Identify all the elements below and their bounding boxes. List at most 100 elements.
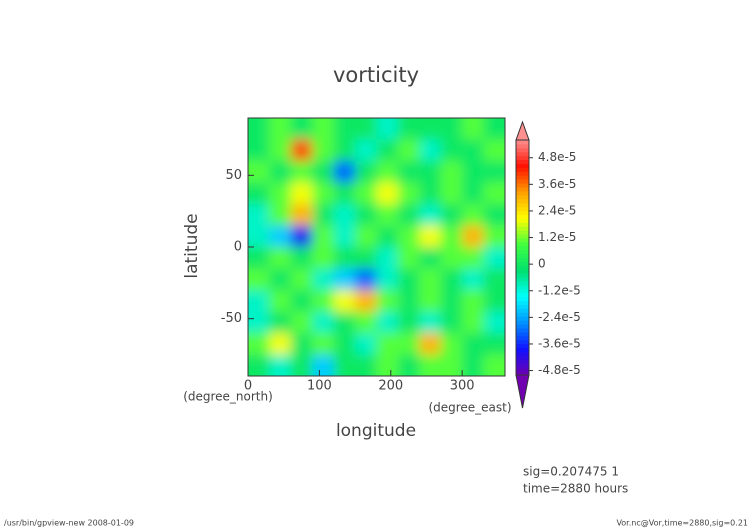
cell (312, 354, 334, 376)
annotation: sig=0.207475 1 (523, 465, 619, 479)
cell (419, 247, 441, 269)
cell (483, 139, 505, 161)
cell (376, 118, 398, 140)
y-unit: (degree_north) (183, 390, 273, 404)
cell (312, 118, 334, 140)
cell (269, 161, 291, 183)
cell (290, 118, 313, 140)
cell (440, 333, 463, 355)
cell (248, 290, 270, 312)
colorbar-tick-label: 3.6e-5 (538, 177, 576, 191)
cell (376, 225, 398, 247)
cell (290, 182, 313, 204)
cell (462, 247, 484, 269)
cell (269, 247, 291, 269)
cell (248, 225, 270, 247)
cell (290, 290, 313, 312)
cell (483, 182, 505, 204)
colorbar-band (516, 351, 529, 356)
cell (440, 204, 463, 226)
cell (269, 139, 291, 161)
cell (419, 354, 441, 376)
colorbar-band (516, 151, 529, 157)
cell (483, 118, 505, 140)
cell (248, 268, 270, 290)
colorbar-band (516, 324, 529, 329)
colorbar-band (516, 339, 529, 345)
cell (355, 354, 377, 376)
colorbar-band (516, 316, 529, 321)
colorbar-band (516, 194, 529, 200)
cell (333, 139, 356, 161)
y-axis-label: latitude (182, 213, 202, 278)
cell (483, 161, 505, 183)
colorbar-band (516, 230, 529, 235)
colorbar-band (516, 179, 529, 184)
cell (440, 354, 463, 376)
cell (333, 311, 356, 333)
cell (483, 311, 505, 333)
cell (269, 225, 291, 247)
cell (419, 204, 441, 226)
colorbar-band (516, 163, 529, 168)
cell (462, 268, 484, 290)
cell (333, 161, 356, 183)
cell (290, 161, 313, 183)
colorbar-band (516, 312, 529, 317)
colorbar-tick-label: -1.2e-5 (538, 283, 581, 297)
cell (376, 247, 398, 269)
cell (355, 161, 377, 183)
colorbar-band (516, 155, 529, 161)
field-cells (248, 118, 505, 376)
cell (290, 311, 313, 333)
cell (376, 204, 398, 226)
cell (333, 247, 356, 269)
cell (376, 161, 398, 183)
x-axis-label: longitude (336, 421, 416, 441)
cell (269, 118, 291, 140)
chart-title: vorticity (333, 63, 419, 87)
cell (397, 225, 420, 247)
colorbar-band (516, 171, 529, 176)
cell (269, 268, 291, 290)
cell (248, 247, 270, 269)
cell (290, 268, 313, 290)
cell (376, 268, 398, 290)
cell (312, 225, 334, 247)
cell (376, 290, 398, 312)
cell (462, 182, 484, 204)
colorbar-band (516, 140, 529, 145)
cell (312, 268, 334, 290)
cell (333, 290, 356, 312)
cell (376, 311, 398, 333)
y-tick-label: -50 (221, 311, 242, 326)
cell (440, 139, 463, 161)
cell (355, 333, 377, 355)
cell (248, 182, 270, 204)
cell (312, 204, 334, 226)
cell (248, 311, 270, 333)
cell (333, 118, 356, 140)
cell (248, 333, 270, 355)
cell (355, 290, 377, 312)
cell (419, 182, 441, 204)
cell (462, 333, 484, 355)
colorbar-band (516, 187, 529, 192)
cell (483, 204, 505, 226)
cell (419, 290, 441, 312)
cell (312, 161, 334, 183)
cell (397, 354, 420, 376)
cell (419, 333, 441, 355)
cell (248, 161, 270, 183)
cell (483, 333, 505, 355)
colorbar-tick-label: -3.6e-5 (538, 336, 581, 350)
colorbar-band (516, 183, 529, 188)
cell (269, 204, 291, 226)
colorbar-band (516, 253, 529, 258)
cell (312, 247, 334, 269)
cell (462, 204, 484, 226)
cell (248, 139, 270, 161)
colorbar-band (516, 371, 529, 376)
x-unit: (degree_east) (428, 401, 511, 415)
colorbar-band (516, 355, 529, 360)
